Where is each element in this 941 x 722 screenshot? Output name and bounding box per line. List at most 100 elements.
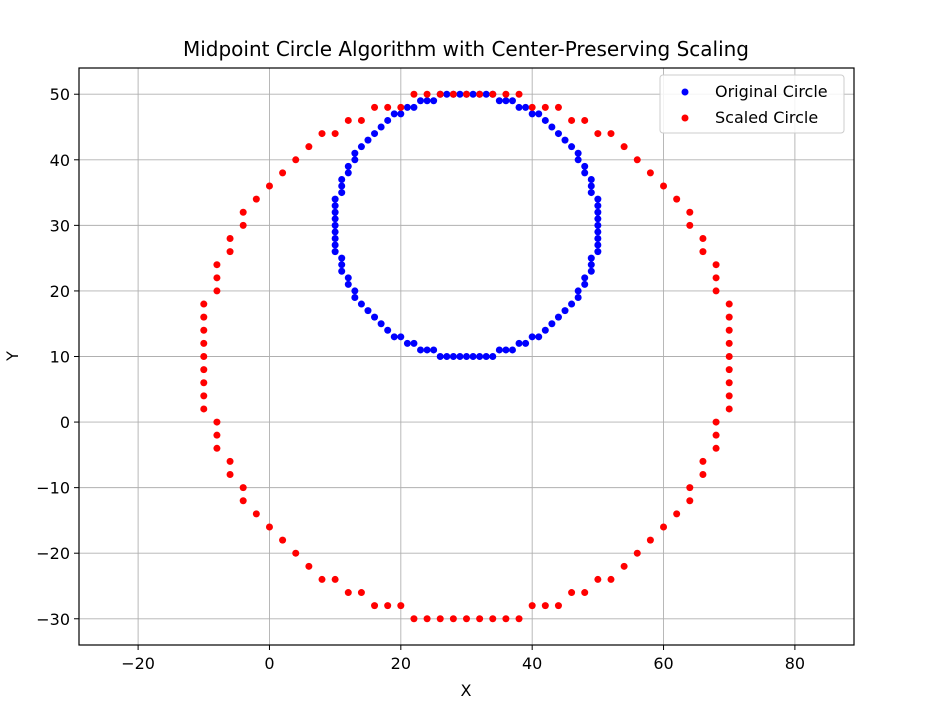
data-point <box>410 103 418 111</box>
data-point <box>331 202 339 210</box>
data-point <box>725 339 733 347</box>
data-point <box>403 103 411 111</box>
data-point <box>495 346 503 354</box>
data-point <box>344 116 352 124</box>
data-point <box>482 90 490 98</box>
data-point <box>351 293 359 301</box>
data-point <box>213 287 221 295</box>
data-point <box>357 589 365 597</box>
data-point <box>712 444 720 452</box>
data-point <box>548 123 556 131</box>
data-point <box>331 228 339 236</box>
data-point <box>331 221 339 229</box>
data-point <box>200 326 208 334</box>
data-point <box>371 313 379 321</box>
data-point <box>331 130 339 138</box>
data-point <box>449 615 457 623</box>
data-point <box>476 90 484 98</box>
data-point <box>502 615 510 623</box>
data-point <box>331 575 339 583</box>
data-point <box>200 392 208 400</box>
x-axis-label: X <box>461 681 472 700</box>
data-point <box>331 234 339 242</box>
legend-marker-original <box>681 88 689 96</box>
legend-marker-scaled <box>681 114 689 122</box>
x-tick-label: 0 <box>264 654 274 673</box>
data-point <box>226 457 234 465</box>
data-point <box>463 90 470 98</box>
data-point <box>686 221 694 229</box>
x-tick-label: −20 <box>121 654 155 673</box>
data-point <box>515 103 523 111</box>
data-point <box>712 261 720 269</box>
data-point <box>725 353 733 360</box>
data-point <box>384 326 392 334</box>
data-point <box>456 90 464 98</box>
data-point <box>279 169 287 177</box>
data-point <box>410 615 418 623</box>
data-point <box>620 143 628 151</box>
data-point <box>344 274 352 282</box>
data-point <box>443 90 451 98</box>
data-point <box>213 444 221 452</box>
data-point <box>292 156 300 164</box>
data-point <box>357 143 365 151</box>
data-point <box>574 156 582 164</box>
data-point <box>660 182 668 190</box>
data-point <box>594 208 602 216</box>
data-point <box>423 90 431 98</box>
data-point <box>660 523 668 531</box>
data-point <box>397 103 405 111</box>
data-point <box>725 326 733 334</box>
data-point <box>587 175 595 183</box>
data-point <box>252 195 260 203</box>
y-tick-label: 10 <box>50 348 70 367</box>
data-point <box>574 287 582 295</box>
data-point <box>633 549 641 557</box>
data-point <box>587 182 595 190</box>
data-point <box>449 353 457 360</box>
data-point <box>344 169 352 177</box>
legend: Original Circle Scaled Circle <box>659 74 845 134</box>
data-point <box>528 103 536 111</box>
data-point <box>463 353 470 360</box>
data-point <box>410 339 418 347</box>
legend-label-scaled: Scaled Circle <box>715 108 818 127</box>
data-point <box>515 90 523 98</box>
data-point <box>581 162 589 170</box>
x-tick-label: 20 <box>391 654 411 673</box>
series-original-circle <box>331 90 602 360</box>
data-point <box>226 471 234 479</box>
data-point <box>594 234 602 242</box>
data-point <box>502 90 510 98</box>
data-point <box>594 202 602 210</box>
data-point <box>535 333 543 341</box>
data-point <box>200 405 208 413</box>
data-point <box>338 189 346 197</box>
data-point <box>469 353 477 360</box>
x-axis: −20 0 20 40 60 80 <box>121 645 805 673</box>
data-point <box>279 536 287 544</box>
x-tick-label: 60 <box>653 654 673 673</box>
data-point <box>699 248 707 256</box>
data-point <box>541 602 549 610</box>
data-point <box>200 353 208 360</box>
data-point <box>581 274 589 282</box>
data-point <box>377 123 385 131</box>
data-point <box>502 97 510 105</box>
y-tick-label: 0 <box>60 413 70 432</box>
data-point <box>423 97 431 105</box>
data-point <box>515 339 523 347</box>
data-point <box>357 116 365 124</box>
data-point <box>568 300 576 308</box>
data-point <box>357 300 365 308</box>
y-tick-label: −10 <box>36 479 70 498</box>
data-point <box>397 602 405 610</box>
data-point <box>476 615 484 623</box>
data-point <box>351 156 359 164</box>
data-point <box>200 339 208 347</box>
data-point <box>594 241 602 249</box>
data-point <box>344 162 352 170</box>
data-point <box>673 195 681 203</box>
